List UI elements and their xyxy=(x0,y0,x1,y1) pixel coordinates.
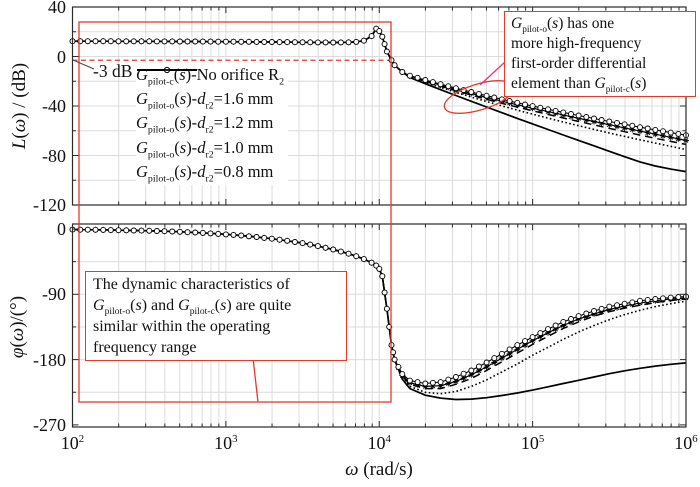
x-axis-label: ω (rad/s) xyxy=(345,459,413,480)
circle-markers xyxy=(69,25,689,139)
magnitude-tick-label: -120 xyxy=(33,195,66,215)
legend-entry: Gpilot-o(s)-dr2=0.8 mm xyxy=(136,69,284,185)
legend-entry: Gpilot-o(s)-dr2=1.2 mm xyxy=(136,69,284,136)
magnitude-tick-label: -40 xyxy=(42,96,66,116)
series-curves xyxy=(69,25,689,401)
legend-entry: Gpilot-o(s)-dr2=1.6 mm xyxy=(136,67,284,112)
top-annotation-leader-line xyxy=(479,61,506,86)
x-tick-label: 106 xyxy=(674,433,698,453)
legend-entry: Gpilot-o(s)-dr2=1.0 mm xyxy=(136,66,284,160)
phase-tick-label: 0 xyxy=(57,219,66,239)
minus-3db-label: -3 dB xyxy=(93,61,133,81)
legend-entry-label: Gpilot-o(s)-dr2=1.6 mm xyxy=(136,89,274,112)
tick-marks xyxy=(72,6,687,427)
phase-tick-label: -180 xyxy=(33,349,66,370)
magnitude-tick-label: 0 xyxy=(57,46,66,67)
x-tick-label: 105 xyxy=(520,433,545,453)
annotation-box-dynamic-characteristics: The dynamic characteristics of Gpilot-o(s… xyxy=(85,271,347,361)
legend-entry-label: Gpilot-c(s)-No orifice R2 xyxy=(136,65,285,88)
phase-tick-label: -270 xyxy=(33,414,66,435)
x-tick-label: 103 xyxy=(214,433,238,453)
minus-3db-leader-line xyxy=(72,59,95,70)
operating-range-overlay-rect xyxy=(78,21,392,403)
x-tick-label: 104 xyxy=(367,433,391,453)
legend-entry-label: Gpilot-o(s)-dr2=1.0 mm xyxy=(136,137,274,160)
magnitude-tick-label: 40 xyxy=(48,0,66,17)
legend-line-swatch xyxy=(137,69,197,71)
magnitude-tick-label: -80 xyxy=(42,145,66,166)
phase-tick-label: -90 xyxy=(42,284,66,305)
annotation-box-high-frequency: Gpilot-o(s) has one more high-frequency fi… xyxy=(504,11,696,97)
legend: Gpilot-c(s)-No orifice R2 Gpilot-o(s)-dr2… xyxy=(136,62,289,185)
bottom-annotation-leader-line xyxy=(252,357,259,403)
x-tick-label: 102 xyxy=(60,433,85,453)
legend-entry-label: Gpilot-o(s)-dr2=1.2 mm xyxy=(136,113,274,136)
legend-entry-label: Gpilot-o(s)-dr2=0.8 mm xyxy=(136,161,274,185)
